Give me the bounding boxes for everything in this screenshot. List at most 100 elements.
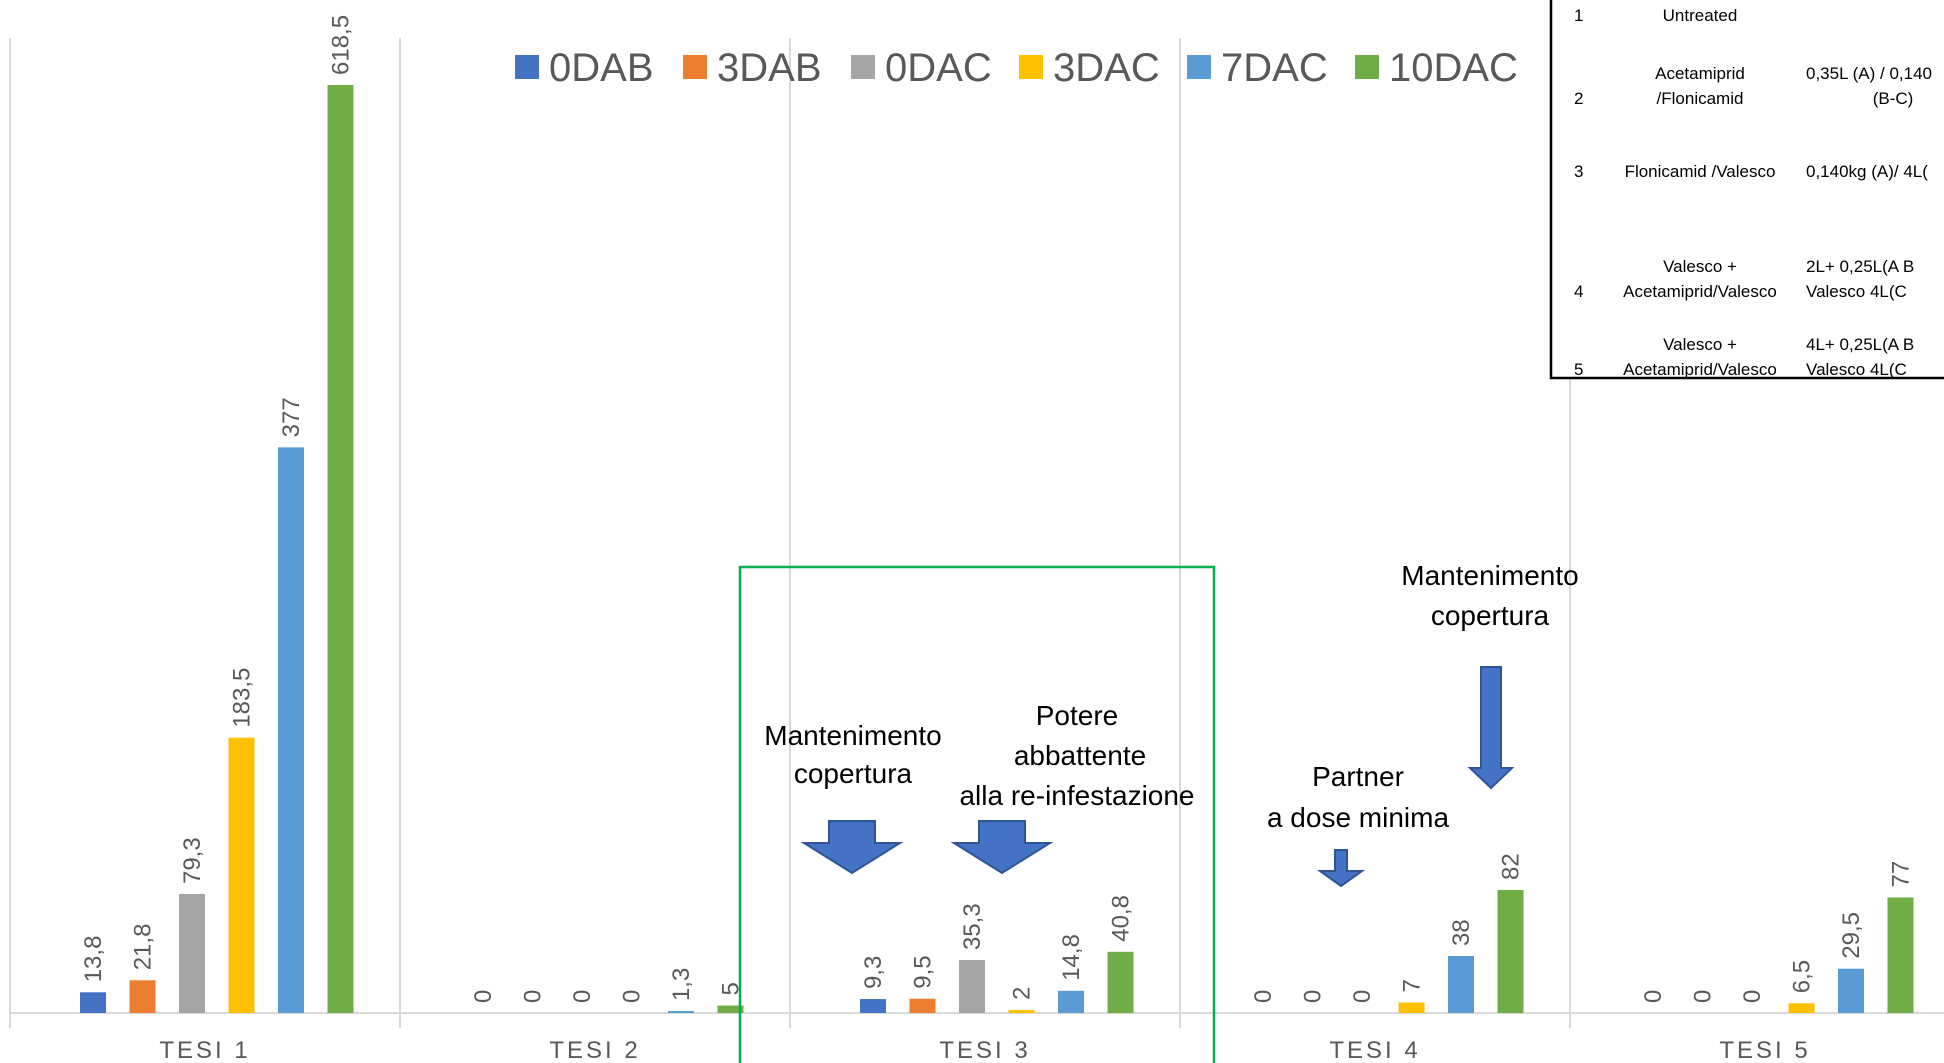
table-row-number: 3 xyxy=(1574,162,1583,181)
legend: 0DAB 3DAB 0DAC 3DAC 7DAC 10DAC xyxy=(515,46,1518,90)
annotation-line: copertura xyxy=(794,758,913,789)
x-tick-label: TESI 1 xyxy=(159,1037,250,1063)
legend-label: 3DAC xyxy=(1053,46,1160,90)
table-dose: 2L+ 0,25L(A B xyxy=(1806,257,1914,276)
table-dose: 0,35L (A) / 0,140 xyxy=(1806,64,1932,83)
data-label: 0 xyxy=(569,990,596,1003)
annotation-line: copertura xyxy=(1431,600,1550,631)
bar-7DAC-TESI-4 xyxy=(1448,955,1474,1013)
bar-10DAC-TESI-4 xyxy=(1497,889,1524,1013)
x-tick-label: TESI 4 xyxy=(1329,1037,1420,1063)
bar-3DAB-TESI-3 xyxy=(909,998,936,1013)
table-product: Acetamiprid xyxy=(1655,64,1745,83)
data-label: 0 xyxy=(520,990,547,1003)
legend-label: 10DAC xyxy=(1389,46,1518,90)
data-label: 21,8 xyxy=(130,924,157,971)
bar-0DAB-TESI-1 xyxy=(80,992,106,1013)
legend-swatch xyxy=(515,55,539,79)
table-row-number: 4 xyxy=(1574,282,1583,301)
table-row-number: 5 xyxy=(1574,360,1583,379)
data-label: 38 xyxy=(1448,919,1475,946)
table-dose: Valesco 4L(C xyxy=(1806,360,1907,379)
annotation-mantenimento-1: Mantenimento copertura xyxy=(764,720,941,789)
annotation-line: Mantenimento xyxy=(1401,560,1578,591)
data-label: 82 xyxy=(1498,853,1525,880)
legend-swatch xyxy=(851,55,875,79)
bar-7DAC-TESI-1 xyxy=(278,447,304,1013)
bar-0DAB-TESI-3 xyxy=(860,999,886,1013)
legend-label: 3DAB xyxy=(717,46,822,90)
legend-label: 7DAC xyxy=(1221,46,1328,90)
data-label: 0 xyxy=(1349,990,1376,1003)
bar-0DAC-TESI-1 xyxy=(179,894,205,1013)
bar-10DAC-TESI-1 xyxy=(327,85,354,1013)
table-product: Valesco + xyxy=(1663,335,1737,354)
data-label: 29,5 xyxy=(1838,912,1865,959)
bar-3DAC-TESI-3 xyxy=(1008,1009,1035,1013)
data-label: 1,3 xyxy=(668,968,695,1001)
data-label: 0 xyxy=(1739,990,1766,1003)
annotation-line: Potere xyxy=(1036,700,1119,731)
bar-10DAC-TESI-3 xyxy=(1107,951,1134,1013)
data-label: 40,8 xyxy=(1108,895,1135,942)
arrow-down-icon xyxy=(1316,849,1366,888)
data-label: 77 xyxy=(1888,861,1915,888)
data-label: 0 xyxy=(1250,990,1277,1003)
data-label: 35,3 xyxy=(959,903,986,950)
legend-swatch xyxy=(683,55,707,79)
bar-7DAC-TESI-5 xyxy=(1838,968,1864,1013)
legend-swatch xyxy=(1019,55,1043,79)
bar-3DAC-TESI-4 xyxy=(1398,1002,1425,1013)
data-label: 7 xyxy=(1399,979,1426,992)
data-label: 6,5 xyxy=(1789,960,1816,993)
highlight-box xyxy=(738,565,1216,1063)
data-label: 2 xyxy=(1009,987,1036,1000)
legend-swatch xyxy=(1187,55,1211,79)
annotation-line: abbattente xyxy=(1014,740,1146,771)
table-product: Acetamiprid/Valesco xyxy=(1623,282,1777,301)
annotation-line: Partner xyxy=(1312,761,1404,792)
data-label: 183,5 xyxy=(229,668,256,728)
data-label: 79,3 xyxy=(179,837,206,884)
arrow-down-icon xyxy=(950,820,1054,875)
table-row-number: 2 xyxy=(1574,89,1583,108)
x-tick-label: TESI 2 xyxy=(549,1037,640,1063)
data-label: 13,8 xyxy=(80,936,107,983)
data-label: 618,5 xyxy=(328,15,355,75)
data-label: 14,8 xyxy=(1058,934,1085,981)
bar-0DAC-TESI-3 xyxy=(959,960,985,1013)
data-label: 0 xyxy=(1690,990,1717,1003)
table-border xyxy=(1549,0,1944,380)
data-label: 0 xyxy=(1300,990,1327,1003)
annotation-partner: Partner a dose minima xyxy=(1267,761,1450,833)
data-label: 0 xyxy=(470,990,497,1003)
legend-label: 0DAC xyxy=(885,46,992,90)
bar-10DAC-TESI-2 xyxy=(717,1005,744,1013)
annotation-line: alla re-infestazione xyxy=(959,780,1194,811)
annotation-potere: Potere abbattente alla re-infestazione xyxy=(959,700,1194,811)
table-product: Valesco + xyxy=(1663,257,1737,276)
table-product: Acetamiprid/Valesco xyxy=(1623,360,1777,379)
arrow-down-icon xyxy=(1467,666,1515,790)
table-dose: Valesco 4L(C xyxy=(1806,282,1907,301)
bar-7DAC-TESI-3 xyxy=(1058,990,1084,1013)
treatment-table: 1 Untreated 2 Acetamiprid/Flonicamid 0,35L (… xyxy=(1549,0,1944,380)
data-label: 0 xyxy=(619,990,646,1003)
bar-3DAC-TESI-1 xyxy=(228,737,255,1013)
data-label: 377 xyxy=(278,397,305,437)
table-dose: 4L+ 0,25L(A B xyxy=(1806,335,1914,354)
bar-3DAC-TESI-5 xyxy=(1788,1003,1815,1013)
bar-3DAB-TESI-1 xyxy=(129,980,156,1013)
table-dose: 0,140kg (A)/ 4L( xyxy=(1806,162,1928,181)
arrow-down-icon xyxy=(800,820,904,875)
table-product: Untreated xyxy=(1663,6,1738,25)
bars xyxy=(80,85,1914,1013)
x-tick-label: TESI 5 xyxy=(1719,1037,1810,1063)
table-dose: (B-C) xyxy=(1873,89,1914,108)
data-label: 9,5 xyxy=(910,955,937,988)
data-label: 5 xyxy=(718,982,745,995)
table-row-number: 1 xyxy=(1574,6,1583,25)
table-product: Flonicamid /Valesco xyxy=(1625,162,1776,181)
